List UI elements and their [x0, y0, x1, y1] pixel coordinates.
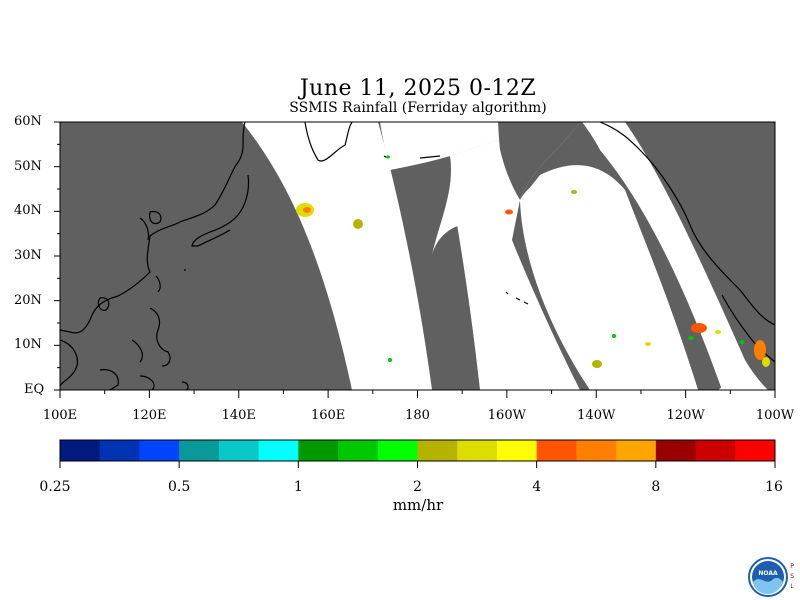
longitude-label: 160W — [487, 408, 526, 423]
noaa-logo-text: NOAA — [758, 570, 778, 577]
swath-white-3 — [520, 170, 698, 390]
map-plot-area — [60, 122, 775, 390]
rain-patch — [388, 358, 392, 362]
rain-patch — [715, 330, 721, 334]
rain-patch — [762, 357, 770, 367]
colorbar-swatch — [298, 440, 339, 461]
rain-patch — [688, 336, 694, 340]
colorbar-swatch — [457, 440, 498, 461]
latitude-label: 10N — [14, 337, 42, 353]
rain-patch — [386, 155, 390, 159]
latitude-label: EQ — [24, 382, 45, 397]
rain-patch — [691, 323, 707, 333]
colorbar — [59, 440, 776, 468]
no-data-swath-east-center — [498, 122, 590, 390]
colorbar-swatch — [338, 440, 379, 461]
latitude-label: 30N — [14, 248, 42, 263]
colorbar-swatch — [377, 440, 418, 461]
colorbar-swatch — [536, 440, 577, 461]
psl-letter-p: P — [790, 563, 794, 570]
colorbar-tick-label: 8 — [651, 479, 661, 495]
colorbar-tick-label: 4 — [532, 479, 542, 495]
longitude-label: 100W — [755, 408, 795, 423]
rain-patch — [754, 340, 766, 360]
latitude-label: 40N — [14, 203, 42, 219]
colorbar-units: mm/hr — [392, 496, 444, 514]
coastlines — [60, 122, 775, 390]
rain-patch — [592, 360, 602, 368]
colorbar-frame — [59, 439, 776, 462]
colorbar-swatch — [99, 440, 140, 461]
rain-patch — [571, 190, 577, 194]
colorbar-swatch — [179, 440, 220, 461]
psl-letter-l: L — [790, 583, 794, 590]
latitude-label: 20N — [14, 292, 42, 308]
longitude-label: 140W — [577, 408, 616, 423]
axis-ticks — [54, 121, 776, 398]
longitude-label: 100E — [42, 408, 78, 423]
colorbar-tick-label: 2 — [413, 479, 422, 495]
colorbar-swatch — [218, 440, 260, 461]
colorbar-tick-label: 16 — [765, 479, 783, 495]
colorbar-swatch — [655, 440, 697, 461]
colorbar-swatch — [417, 440, 458, 461]
colorbar-tick-label: 0.5 — [168, 479, 191, 495]
colorbar-swatch — [735, 440, 776, 461]
colorbar-tick-label: 1 — [293, 479, 303, 495]
longitude-label: 120W — [666, 408, 705, 423]
swath-white-1 — [242, 122, 432, 390]
rain-patch — [505, 209, 513, 215]
colorbar-swatch — [258, 440, 299, 461]
colorbar-tick-label: 0.25 — [39, 479, 71, 495]
map-title: June 11, 2025 0-12Z — [299, 76, 537, 101]
rain-patch — [612, 334, 616, 338]
colorbar-swatch — [576, 440, 617, 461]
rainfall-patches — [296, 155, 770, 368]
map-subtitle: SSMIS Rainfall (Ferriday algorithm) — [289, 100, 547, 116]
no-data-swath-west — [60, 122, 352, 390]
colorbar-swatch — [695, 440, 736, 461]
longitude-label: 160E — [310, 408, 346, 423]
colorbar-swatch — [60, 440, 101, 461]
colorbar-swatch — [139, 440, 180, 461]
rain-patch — [353, 219, 363, 229]
noaa-logo: NOAA P S L — [748, 557, 794, 597]
swath-white-gap — [432, 140, 520, 255]
longitude-label: 120E — [132, 408, 167, 423]
rain-patch — [740, 340, 744, 344]
latitude-label: 50N — [14, 158, 42, 174]
swath-white-2 — [380, 122, 498, 170]
latitude-label: 60N — [14, 114, 42, 129]
psl-letter-s: S — [790, 573, 794, 580]
colorbar-swatch — [616, 440, 657, 461]
longitude-label: 180 — [405, 408, 430, 423]
colorbar-swatch — [496, 440, 538, 461]
noaa-logo-wave — [753, 577, 783, 594]
swath-white-east — [582, 122, 768, 390]
rain-patch — [303, 207, 311, 213]
longitude-label: 140E — [221, 408, 256, 423]
rain-patch — [645, 342, 651, 346]
